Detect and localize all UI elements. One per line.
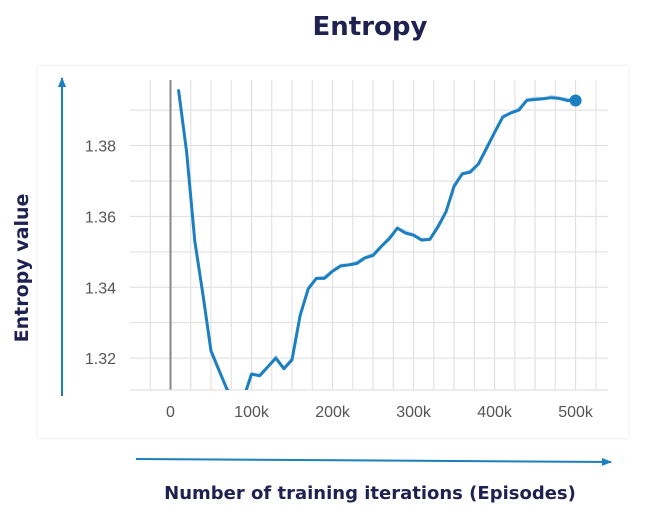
x-tick-label: 500k [558,404,594,421]
y-tick-label: 1.32 [85,351,116,368]
y-tick-label: 1.36 [85,209,116,226]
y-tick-label: 1.34 [85,280,116,297]
markers [569,94,582,107]
series-layer [177,89,578,390]
series-end-point [569,94,582,107]
x-tick-label: 100k [234,404,270,421]
x-tick-label: 200k [315,404,351,421]
chart-title: Entropy [312,12,428,42]
x-tick-label: 400k [477,404,513,421]
x-tick-label: 300k [396,404,432,421]
x-axis-arrow [135,457,612,466]
tick-labels: 0 100k 200k 300k 400k 500k 1.32 1.34 1.36 1.38 [85,139,594,421]
grid [130,80,608,391]
x-tick-label: 0 [166,404,175,421]
y-tick-label: 1.38 [85,139,116,156]
y-axis-label: Entropy value [11,193,33,343]
x-axis-label: Number of training iterations (Episodes) [164,483,576,504]
series-raw-line-0 [177,89,576,390]
series-line-0 [177,89,578,390]
